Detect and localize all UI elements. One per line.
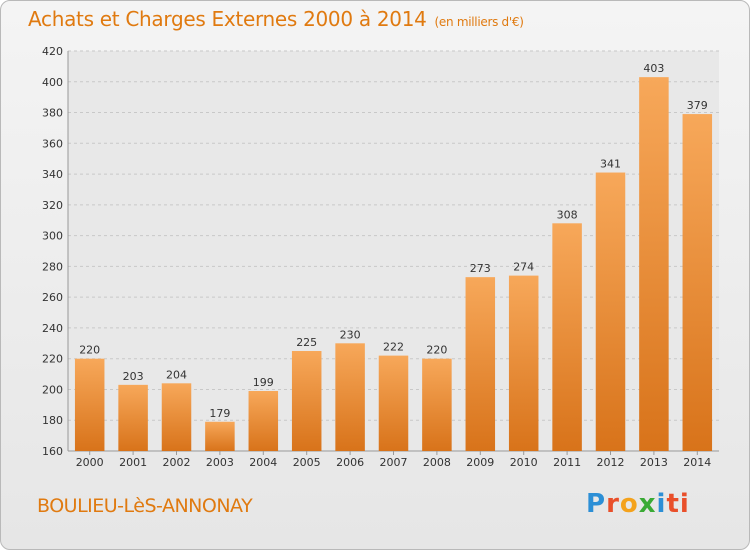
y-tick-label: 160 bbox=[42, 445, 63, 458]
bar bbox=[682, 114, 713, 452]
x-tick-label: 2012 bbox=[597, 456, 625, 469]
data-label: 179 bbox=[209, 407, 230, 420]
y-tick-label: 340 bbox=[42, 168, 63, 181]
bar bbox=[552, 223, 582, 451]
y-tick-label: 420 bbox=[42, 45, 63, 58]
x-tick-label: 2010 bbox=[510, 456, 538, 469]
y-tick-label: 200 bbox=[42, 383, 63, 396]
data-label: 220 bbox=[426, 344, 447, 357]
chart-title: Achats et Charges Externes 2000 à 2014 (e… bbox=[28, 7, 524, 31]
data-label: 230 bbox=[340, 328, 361, 341]
title-text: Achats et Charges Externes 2000 à 2014 bbox=[28, 7, 427, 31]
y-tick-label: 280 bbox=[42, 260, 63, 273]
x-tick-label: 2007 bbox=[380, 456, 408, 469]
title-unit: (en milliers d'€) bbox=[434, 15, 524, 29]
logo-letter: ti bbox=[666, 489, 690, 519]
x-tick-label: 2006 bbox=[336, 456, 364, 469]
x-tick-label: 2001 bbox=[119, 456, 147, 469]
data-label: 308 bbox=[557, 208, 578, 221]
logo-letter: o bbox=[619, 489, 639, 519]
bar bbox=[248, 391, 279, 451]
y-tick-label: 380 bbox=[42, 107, 63, 120]
bar bbox=[639, 77, 669, 452]
x-tick-label: 2008 bbox=[423, 456, 451, 469]
data-label: 273 bbox=[470, 262, 491, 275]
proxiti-logo: Proxiti bbox=[586, 489, 690, 519]
bar bbox=[161, 383, 192, 451]
data-label: 222 bbox=[383, 341, 404, 354]
logo-letter: i bbox=[656, 489, 667, 519]
bar bbox=[508, 275, 539, 451]
x-tick-label: 2014 bbox=[683, 456, 711, 469]
y-tick-label: 320 bbox=[42, 199, 63, 212]
bar bbox=[378, 355, 409, 451]
logo-letter: r bbox=[606, 489, 620, 519]
bar bbox=[595, 172, 626, 452]
data-label: 225 bbox=[296, 336, 317, 349]
data-label: 199 bbox=[253, 376, 274, 389]
x-tick-label: 2003 bbox=[206, 456, 234, 469]
y-tick-label: 180 bbox=[42, 414, 63, 427]
y-tick-label: 360 bbox=[42, 137, 63, 150]
x-tick-label: 2002 bbox=[163, 456, 191, 469]
y-tick-label: 220 bbox=[42, 353, 63, 366]
data-label: 403 bbox=[643, 62, 664, 75]
bar bbox=[118, 384, 148, 451]
y-tick-label: 400 bbox=[42, 76, 63, 89]
bar bbox=[465, 277, 496, 451]
x-tick-label: 2011 bbox=[553, 456, 581, 469]
logo-letter: P bbox=[586, 489, 607, 519]
data-label: 379 bbox=[687, 99, 708, 112]
data-label: 274 bbox=[513, 261, 534, 274]
x-tick-label: 2004 bbox=[249, 456, 277, 469]
data-label: 341 bbox=[600, 158, 621, 171]
bar bbox=[291, 351, 322, 451]
logo-letter: x bbox=[638, 489, 657, 519]
data-label: 204 bbox=[166, 368, 187, 381]
bar bbox=[205, 421, 235, 451]
x-tick-label: 2000 bbox=[76, 456, 104, 469]
x-tick-label: 2005 bbox=[293, 456, 321, 469]
y-tick-label: 300 bbox=[42, 230, 63, 243]
bar bbox=[422, 358, 452, 451]
y-tick-label: 260 bbox=[42, 291, 63, 304]
bar bbox=[335, 343, 365, 451]
data-label: 203 bbox=[123, 370, 144, 383]
commune-name: BOULIEU-LèS-ANNONAY bbox=[37, 495, 253, 517]
y-tick-label: 240 bbox=[42, 322, 63, 335]
x-tick-label: 2013 bbox=[640, 456, 668, 469]
x-tick-label: 2009 bbox=[466, 456, 494, 469]
data-label: 220 bbox=[79, 344, 100, 357]
bar bbox=[74, 358, 105, 451]
